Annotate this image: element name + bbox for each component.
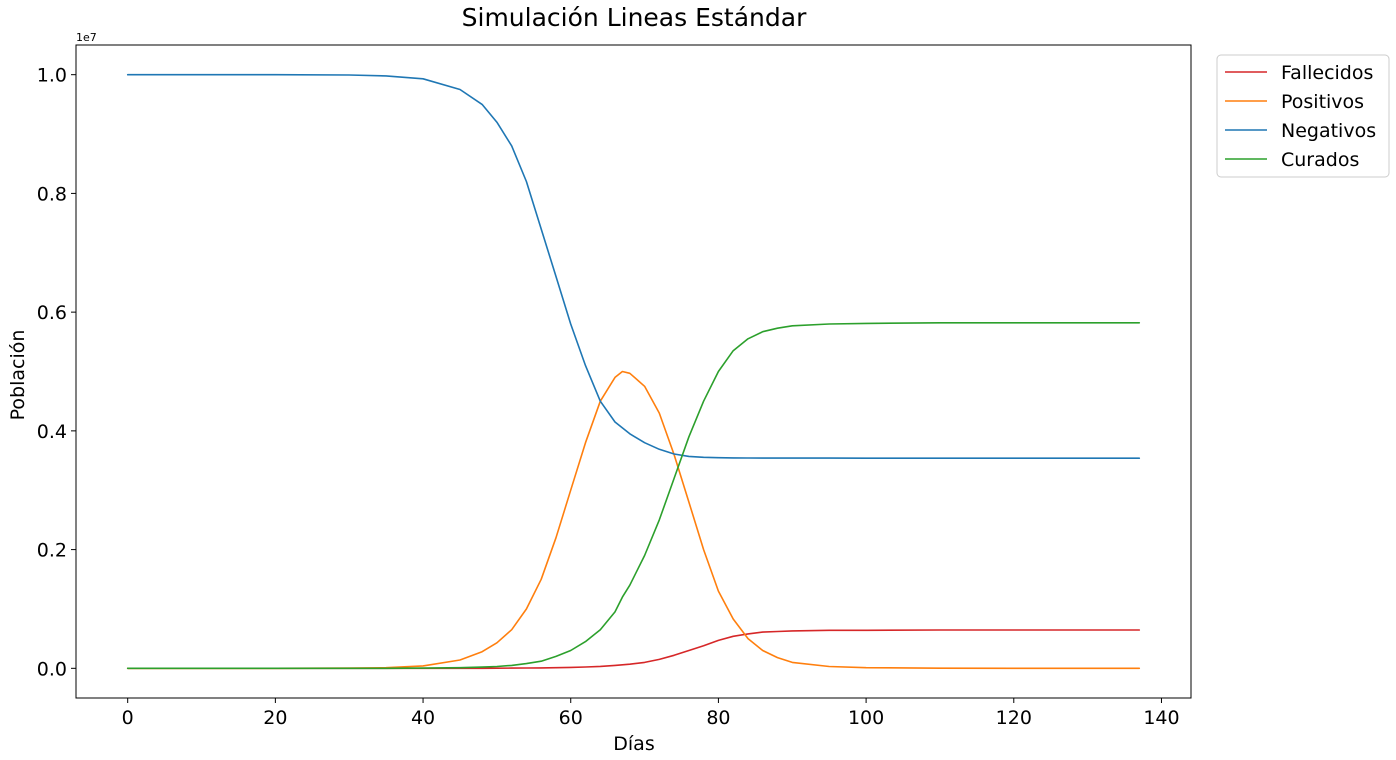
legend-label-negativos: Negativos bbox=[1281, 120, 1376, 142]
x-axis-label: Días bbox=[613, 733, 654, 755]
series-line-negativos bbox=[126, 73, 1141, 460]
chart-title: Simulación Lineas Estándar bbox=[462, 3, 807, 32]
series-line-fallecidos bbox=[126, 629, 1141, 670]
y-tick-label: 1.0 bbox=[37, 65, 67, 87]
x-axis-ticks: 0 20 40 60 80 100 120 140 bbox=[122, 698, 1180, 729]
x-tick-label: 40 bbox=[411, 707, 435, 729]
x-tick-label: 100 bbox=[848, 707, 884, 729]
legend-label-fallecidos: Fallecidos bbox=[1281, 62, 1373, 84]
x-tick-label: 0 bbox=[122, 707, 134, 729]
y-tick-label: 0.6 bbox=[37, 302, 67, 324]
series-line-positivos bbox=[126, 370, 1141, 670]
y-tick-label: 0.4 bbox=[37, 421, 67, 443]
legend-label-positivos: Positivos bbox=[1281, 91, 1364, 113]
legend: Fallecidos Positivos Negativos Curados bbox=[1216, 54, 1390, 178]
series-line-curados bbox=[126, 321, 1141, 670]
legend-label-curados: Curados bbox=[1281, 149, 1359, 171]
series-layer bbox=[126, 73, 1141, 670]
y-tick-label: 0.0 bbox=[37, 658, 67, 680]
x-tick-label: 20 bbox=[263, 707, 287, 729]
y-axis-label: Población bbox=[7, 330, 29, 421]
y-tick-label: 0.8 bbox=[37, 183, 67, 205]
x-tick-label: 120 bbox=[996, 707, 1032, 729]
y-axis-ticks: 0.0 0.2 0.4 0.6 0.8 1.0 bbox=[37, 65, 76, 680]
x-tick-label: 140 bbox=[1143, 707, 1179, 729]
x-tick-label: 60 bbox=[559, 707, 583, 729]
x-tick-label: 80 bbox=[706, 707, 730, 729]
y-tick-label: 0.2 bbox=[37, 540, 67, 562]
y-offset-label: 1e7 bbox=[76, 31, 97, 44]
legend-box bbox=[1216, 54, 1390, 178]
plot-area bbox=[75, 44, 1192, 699]
